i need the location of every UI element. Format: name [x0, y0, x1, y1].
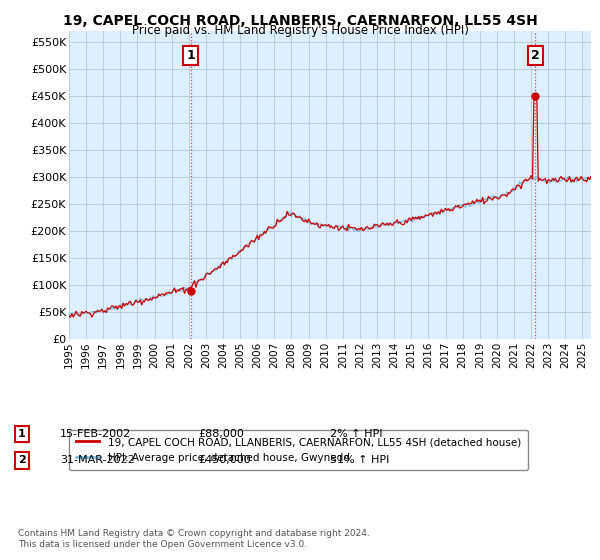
Text: £88,000: £88,000	[198, 429, 244, 439]
Text: 1: 1	[187, 49, 195, 62]
Text: 51% ↑ HPI: 51% ↑ HPI	[330, 455, 389, 465]
Text: £450,000: £450,000	[198, 455, 251, 465]
Text: 1: 1	[18, 429, 26, 439]
Text: Price paid vs. HM Land Registry's House Price Index (HPI): Price paid vs. HM Land Registry's House …	[131, 24, 469, 37]
Text: 2: 2	[18, 455, 26, 465]
Text: Contains HM Land Registry data © Crown copyright and database right 2024.
This d: Contains HM Land Registry data © Crown c…	[18, 529, 370, 549]
Text: 2% ↑ HPI: 2% ↑ HPI	[330, 429, 383, 439]
Text: 2: 2	[531, 49, 540, 62]
Text: 19, CAPEL COCH ROAD, LLANBERIS, CAERNARFON, LL55 4SH: 19, CAPEL COCH ROAD, LLANBERIS, CAERNARF…	[62, 14, 538, 28]
Text: 15-FEB-2002: 15-FEB-2002	[60, 429, 131, 439]
Text: 31-MAR-2022: 31-MAR-2022	[60, 455, 135, 465]
Legend: 19, CAPEL COCH ROAD, LLANBERIS, CAERNARFON, LL55 4SH (detached house), HPI: Aver: 19, CAPEL COCH ROAD, LLANBERIS, CAERNARF…	[69, 430, 528, 470]
